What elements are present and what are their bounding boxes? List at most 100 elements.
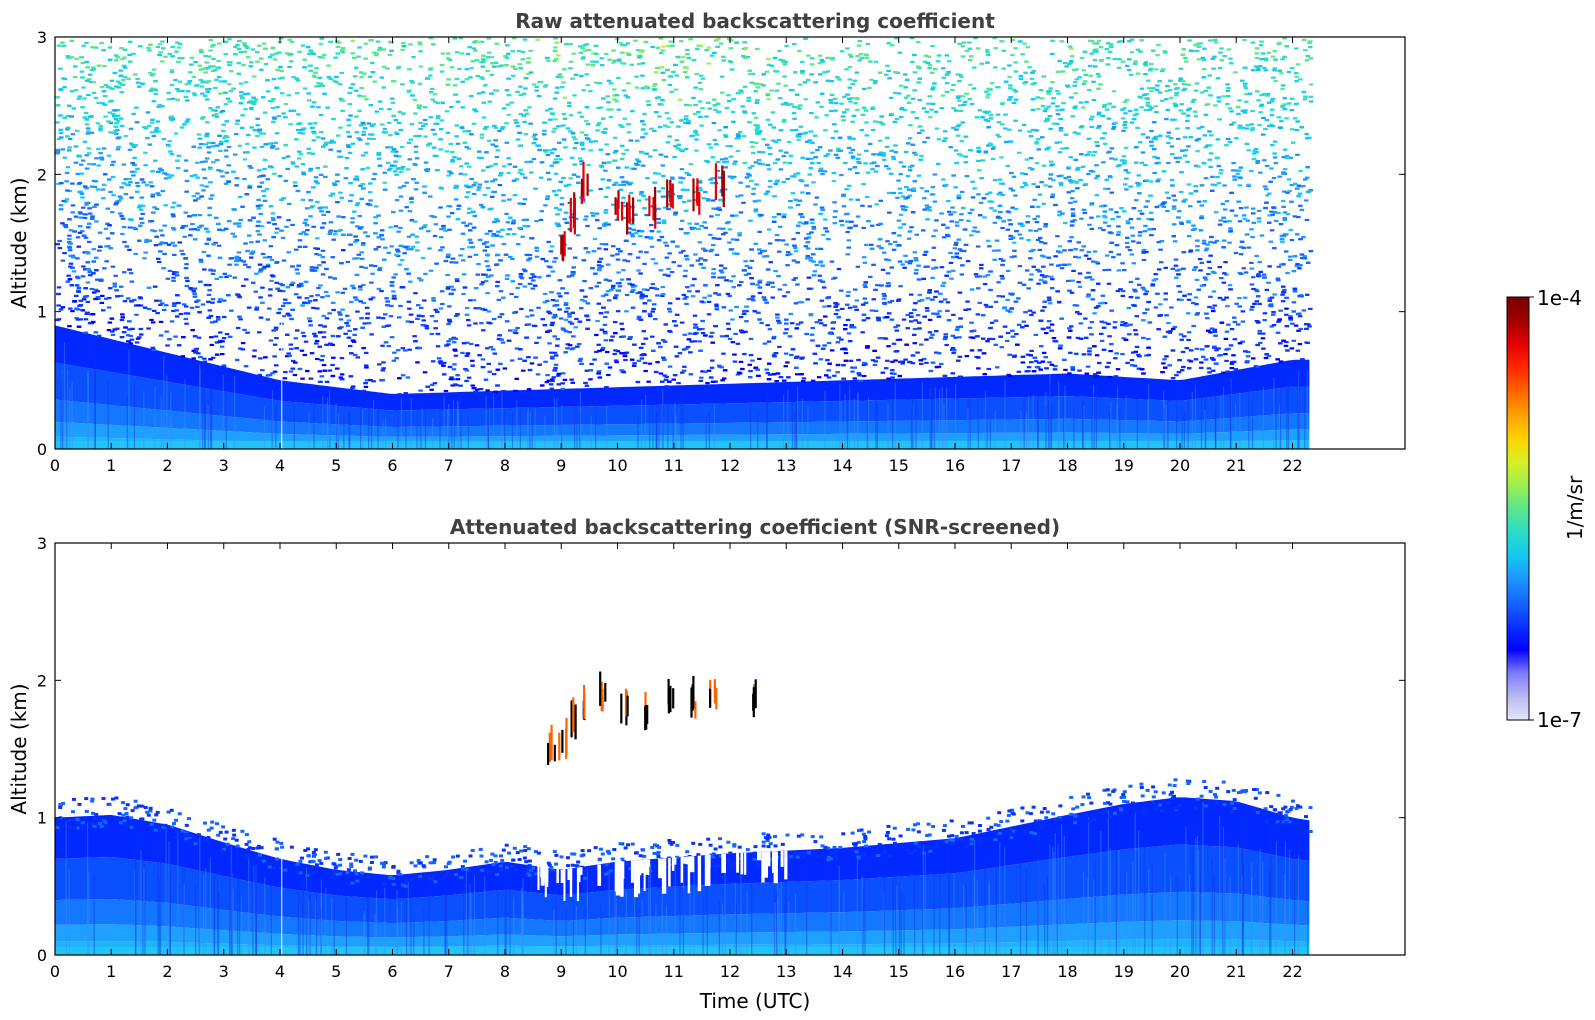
noise-speck xyxy=(493,126,499,129)
noise-speck xyxy=(308,49,313,52)
noise-speck xyxy=(985,49,990,52)
noise-speck xyxy=(1133,60,1138,63)
noise-speck xyxy=(636,269,641,272)
noise-speck xyxy=(1041,328,1046,331)
noise-speck xyxy=(691,96,696,99)
noise-speck xyxy=(835,309,840,312)
noise-speck xyxy=(1185,160,1190,163)
noise-speck xyxy=(1091,260,1096,263)
noise-speck xyxy=(561,81,566,84)
bl-streak xyxy=(1164,401,1166,449)
noise-speck xyxy=(521,202,526,205)
noise-speck xyxy=(1224,200,1230,203)
noise-speck xyxy=(467,207,472,210)
noise-speck xyxy=(976,193,981,196)
noise-speck xyxy=(453,261,459,264)
noise-speck xyxy=(204,185,209,188)
noise-speck xyxy=(1124,241,1130,244)
noise-speck xyxy=(681,249,686,253)
noise-speck xyxy=(1165,84,1170,88)
noise-speck xyxy=(538,218,544,221)
noise-speck xyxy=(1268,180,1273,183)
noise-speck xyxy=(606,79,612,82)
bl-streak xyxy=(766,389,768,449)
noise-speck xyxy=(925,136,931,139)
bl-streak xyxy=(782,395,785,449)
noise-speck xyxy=(1137,234,1143,237)
noise-speck xyxy=(965,260,971,263)
bl-streak xyxy=(487,419,489,449)
noise-speck xyxy=(79,70,85,73)
noise-speck xyxy=(62,86,67,89)
noise-speck xyxy=(246,133,251,137)
noise-speck xyxy=(227,38,232,41)
noise-speck xyxy=(1068,156,1073,159)
bl-streak xyxy=(750,401,752,449)
bl-streak xyxy=(1073,407,1075,449)
noise-speck xyxy=(731,275,736,278)
noise-speck xyxy=(634,158,640,161)
noise-speck xyxy=(1161,362,1166,365)
noise-speck xyxy=(281,156,287,160)
noise-speck xyxy=(732,175,737,178)
noise-speck xyxy=(969,102,975,106)
noise-speck xyxy=(1242,296,1248,299)
noise-speck xyxy=(272,172,277,175)
noise-speck xyxy=(65,166,71,169)
bl-streak xyxy=(662,388,664,449)
noise-speck xyxy=(368,379,373,382)
noise-speck xyxy=(274,337,279,340)
noise-speck xyxy=(957,104,963,107)
noise-speck xyxy=(201,80,207,83)
noise-speck xyxy=(1282,211,1288,214)
noise-speck xyxy=(301,335,307,338)
noise-speck xyxy=(1213,41,1219,44)
noise-speck xyxy=(346,143,351,147)
noise-speck xyxy=(832,216,838,219)
noise-speck xyxy=(877,337,882,340)
noise-speck xyxy=(1114,352,1119,355)
noise-speck xyxy=(438,148,444,151)
noise-speck xyxy=(287,54,292,57)
noise-speck xyxy=(68,265,73,268)
noise-speck xyxy=(1101,228,1106,232)
noise-speck xyxy=(1163,292,1168,295)
noise-speck xyxy=(321,336,327,339)
noise-speck xyxy=(820,208,825,211)
noise-speck xyxy=(95,122,101,125)
noise-speck xyxy=(1194,303,1199,306)
bl-streak xyxy=(929,388,931,449)
noise-speck xyxy=(667,310,673,313)
noise-speck xyxy=(644,251,649,254)
noise-speck xyxy=(880,337,885,340)
noise-speck xyxy=(1022,181,1028,184)
noise-speck xyxy=(77,95,82,98)
noise-speck xyxy=(1216,347,1221,350)
noise-speck xyxy=(1145,101,1151,104)
bl-streak xyxy=(844,394,846,449)
noise-speck xyxy=(1058,129,1063,132)
noise-speck xyxy=(1223,261,1228,264)
noise-speck xyxy=(163,177,169,180)
noise-speck xyxy=(468,241,474,244)
noise-speck xyxy=(198,143,204,146)
noise-speck xyxy=(959,213,964,216)
bl-streak xyxy=(343,415,345,449)
noise-speck xyxy=(977,169,982,172)
bl-streak xyxy=(857,392,859,449)
noise-speck xyxy=(363,385,369,388)
bl-streak xyxy=(234,375,236,449)
noise-speck xyxy=(376,153,381,156)
bl-streak xyxy=(934,387,936,449)
noise-speck xyxy=(755,283,760,286)
noise-speck xyxy=(377,49,382,52)
noise-speck xyxy=(192,292,197,295)
bl-streak xyxy=(327,397,329,449)
noise-speck xyxy=(1157,204,1163,207)
bl-streak xyxy=(271,382,273,449)
noise-speck xyxy=(281,259,287,262)
noise-speck xyxy=(148,89,154,92)
noise-speck xyxy=(703,191,708,194)
noise-speck xyxy=(307,99,312,102)
noise-speck xyxy=(636,359,642,362)
